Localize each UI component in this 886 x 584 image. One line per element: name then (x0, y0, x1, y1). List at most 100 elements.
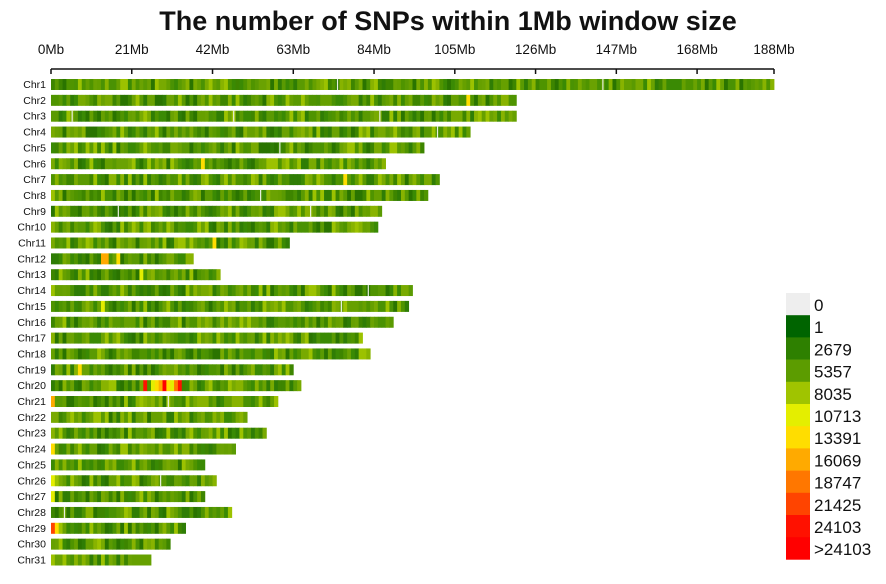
snp-window (158, 205, 163, 217)
snp-window (335, 316, 340, 328)
snp-window (174, 380, 179, 392)
snp-window (70, 554, 75, 566)
snp-window (227, 316, 233, 328)
chromosome-row-chr21: Chr21 (17, 396, 279, 408)
snp-window (158, 538, 163, 550)
snp-window (120, 380, 125, 392)
legend: 0126795357803510713133911606918747214252… (786, 293, 871, 560)
snp-window (343, 110, 348, 122)
snp-window (447, 126, 452, 138)
snp-window (70, 411, 75, 423)
snp-window (208, 443, 213, 455)
snp-window (508, 94, 513, 106)
snp-window (124, 316, 129, 328)
snp-window (143, 538, 148, 550)
snp-window (666, 79, 671, 90)
snp-window (150, 332, 156, 344)
snp-window (85, 380, 90, 392)
snp-window (97, 538, 102, 550)
snp-window (220, 380, 225, 392)
snp-window (377, 316, 383, 328)
snp-window (58, 269, 63, 281)
snp-window (143, 253, 148, 265)
snp-window (51, 285, 56, 297)
snp-window (97, 158, 102, 170)
snp-window (489, 110, 494, 122)
snp-window (293, 348, 298, 360)
snp-window (170, 506, 175, 518)
snp-window (74, 189, 79, 201)
snp-window (139, 475, 144, 487)
snp-window (177, 522, 183, 534)
snp-window (274, 110, 279, 122)
snp-window (527, 79, 533, 90)
snp-window (100, 332, 106, 344)
snp-window (608, 79, 613, 90)
x-tick-label: 188Mb (753, 42, 794, 57)
snp-window (147, 110, 152, 122)
snp-window (162, 94, 167, 106)
snp-window (320, 174, 325, 186)
snp-window (227, 427, 233, 439)
snp-window (170, 316, 175, 328)
snp-window (216, 126, 221, 138)
snp-window (570, 79, 575, 90)
snp-window (204, 300, 210, 312)
snp-window (177, 126, 183, 138)
snp-window (327, 332, 333, 344)
snp-window (212, 126, 217, 138)
snp-window (335, 221, 340, 233)
snp-window (189, 94, 194, 106)
snp-window (66, 174, 71, 186)
snp-window (135, 554, 140, 566)
snp-window (224, 174, 229, 186)
snp-window (358, 142, 363, 154)
snp-window (424, 189, 429, 201)
snp-window (108, 158, 113, 170)
snp-window (70, 396, 75, 407)
snp-window (112, 221, 117, 233)
snp-window (450, 110, 456, 122)
snp-window (127, 411, 133, 423)
snp-window (185, 174, 190, 186)
snp-window (343, 189, 348, 201)
chromosome-row-chr15: Chr15 (17, 300, 410, 313)
snp-window (135, 142, 140, 154)
snp-window (93, 126, 98, 138)
snp-window (593, 79, 598, 90)
snp-window (362, 189, 367, 201)
snp-window (131, 396, 137, 407)
legend-swatch (786, 381, 810, 405)
snp-window (147, 491, 152, 503)
snp-window (166, 491, 171, 503)
gap-mark (71, 110, 73, 122)
snp-window (277, 174, 283, 186)
snp-window (366, 126, 371, 138)
snp-window (289, 79, 294, 90)
snp-window (70, 174, 75, 186)
snp-window (120, 332, 125, 344)
snp-window (81, 427, 87, 439)
snp-window (150, 427, 156, 439)
snp-window (66, 396, 71, 407)
snp-window (285, 300, 290, 312)
snp-window (127, 285, 133, 297)
legend-swatch (786, 293, 810, 316)
snp-window (124, 269, 129, 281)
snp-window (220, 158, 225, 170)
snp-window (66, 269, 71, 281)
snp-window (77, 411, 83, 423)
snp-window (174, 158, 179, 170)
snp-window (116, 158, 121, 170)
snp-window (162, 332, 167, 344)
snp-window (193, 300, 198, 312)
snp-window (447, 94, 452, 106)
snp-window (247, 205, 252, 217)
snp-window (374, 174, 379, 186)
snp-window (97, 269, 102, 281)
snp-window (297, 174, 302, 186)
snp-window (112, 94, 117, 106)
snp-window (224, 396, 229, 407)
snp-window (239, 221, 244, 233)
snp-window (193, 189, 198, 201)
